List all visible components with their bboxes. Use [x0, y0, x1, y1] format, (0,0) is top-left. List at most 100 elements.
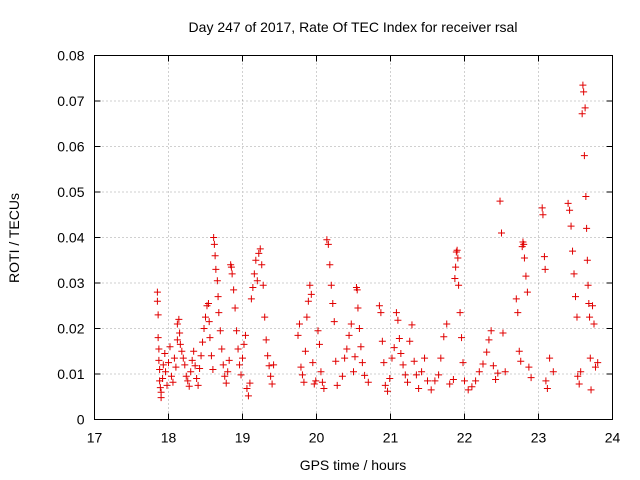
- data-point: [566, 206, 574, 214]
- data-point: [498, 229, 505, 237]
- data-point: [540, 253, 548, 261]
- data-point: [549, 368, 557, 376]
- data-point: [165, 359, 172, 367]
- data-point: [538, 204, 546, 212]
- x-tick-label: 23: [531, 430, 547, 446]
- data-point: [294, 331, 302, 339]
- grid: [94, 55, 613, 420]
- data-point: [187, 368, 195, 376]
- data-point: [451, 274, 459, 282]
- data-point: [567, 222, 575, 230]
- data-point: [221, 372, 229, 380]
- data-point: [250, 270, 258, 278]
- data-point: [209, 365, 217, 373]
- data-point: [427, 386, 435, 394]
- data-point: [197, 352, 205, 360]
- data-point: [577, 368, 585, 376]
- data-point: [410, 357, 418, 365]
- y-tick-label: 0.07: [57, 93, 84, 109]
- data-point: [412, 371, 420, 379]
- data-point: [264, 352, 272, 360]
- data-point: [176, 340, 184, 348]
- data-point: [512, 295, 520, 303]
- data-point: [446, 380, 454, 388]
- data-point: [167, 372, 175, 380]
- data-point: [173, 336, 181, 344]
- data-point: [162, 368, 170, 376]
- data-point: [166, 343, 174, 351]
- data-point: [358, 359, 366, 367]
- data-point: [241, 331, 249, 339]
- data-point: [214, 293, 222, 301]
- data-point: [431, 377, 439, 385]
- data-point: [239, 354, 246, 362]
- data-point: [326, 261, 334, 269]
- data-point: [377, 309, 385, 317]
- data-point: [270, 361, 278, 369]
- data-point: [468, 383, 476, 391]
- data-point: [543, 385, 551, 393]
- data-point: [230, 286, 238, 294]
- data-point: [399, 361, 407, 369]
- data-point: [408, 321, 416, 329]
- data-point: [406, 337, 414, 345]
- data-point: [194, 381, 202, 389]
- data-point: [312, 377, 320, 385]
- data-point: [591, 363, 599, 371]
- data-point: [153, 288, 161, 296]
- data-point: [243, 385, 251, 393]
- data-point: [483, 348, 491, 356]
- x-tick-label: 19: [235, 430, 251, 446]
- data-point: [583, 224, 591, 232]
- data-point: [181, 361, 189, 369]
- data-point: [496, 197, 504, 205]
- data-point: [210, 240, 218, 248]
- data-point: [415, 385, 423, 393]
- data-point: [240, 340, 248, 348]
- data-point: [456, 309, 464, 317]
- chart-title: Day 247 of 2017, Rate Of TEC Index for r…: [189, 19, 518, 35]
- data-point: [347, 320, 355, 328]
- data-point: [390, 344, 398, 352]
- data-point: [159, 361, 167, 369]
- data-point: [228, 270, 236, 278]
- data-point: [246, 379, 254, 387]
- data-point: [309, 359, 317, 367]
- data-point: [184, 377, 192, 385]
- data-point: [378, 337, 386, 345]
- data-point: [211, 252, 219, 260]
- data-point: [154, 311, 162, 319]
- data-point: [572, 293, 579, 301]
- data-point: [161, 350, 169, 358]
- data-point: [252, 256, 260, 264]
- data-point: [487, 327, 495, 335]
- data-point: [580, 88, 588, 96]
- y-tick-label: 0.03: [57, 275, 84, 291]
- data-point: [205, 318, 213, 326]
- data-point: [479, 360, 487, 368]
- data-point: [155, 356, 163, 364]
- data-point: [215, 309, 223, 317]
- data-point: [394, 316, 402, 324]
- data-point: [435, 371, 443, 379]
- data-point: [392, 309, 400, 317]
- data-point: [458, 334, 466, 342]
- data-point: [587, 386, 595, 394]
- data-point: [440, 333, 448, 341]
- data-point: [169, 378, 177, 386]
- data-point: [492, 375, 500, 383]
- data-point: [268, 380, 276, 388]
- data-point: [185, 382, 193, 390]
- data-point: [443, 320, 451, 328]
- x-tick-label: 20: [309, 430, 325, 446]
- data-point: [157, 394, 165, 402]
- data-point: [523, 288, 531, 296]
- data-point: [307, 290, 315, 298]
- data-point: [455, 281, 463, 289]
- data-point: [237, 371, 245, 379]
- data-point: [338, 372, 346, 380]
- data-point: [330, 318, 338, 326]
- data-point: [475, 368, 483, 376]
- data-point: [355, 325, 363, 332]
